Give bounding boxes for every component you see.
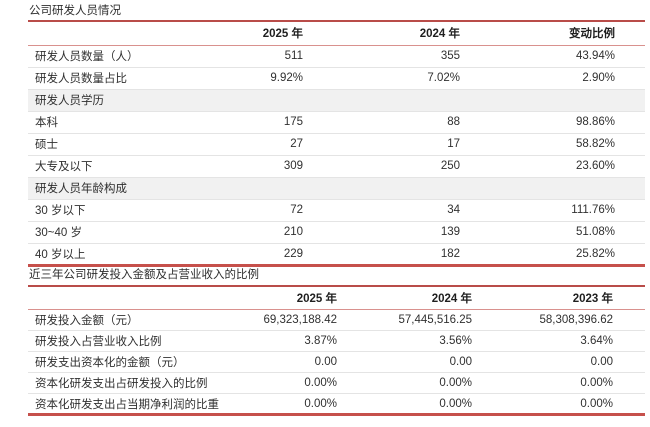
rd-personnel-cell-value: 111.76% bbox=[460, 199, 645, 222]
rd-investment-cell-value: 0.00% bbox=[472, 372, 645, 394]
rd-personnel-header-cell: 变动比例 bbox=[460, 22, 645, 46]
rd-personnel-cell-value: 511 bbox=[233, 45, 303, 68]
rd-personnel-row-label: 大专及以下 bbox=[28, 155, 233, 178]
rd-personnel-data-row: 研发人员数量占比 9.92% 7.02% 2.90% bbox=[28, 67, 645, 90]
rd-investment-cell-value: 3.64% bbox=[472, 330, 645, 352]
rd-personnel-header-cell: 2024 年 bbox=[303, 22, 460, 46]
rd-personnel-cell-value: 309 bbox=[233, 155, 303, 178]
rd-personnel-header-row: 2025 年 2024 年变动比例 bbox=[28, 22, 645, 46]
rd-investment-data-row: 研发投入金额（元） 69,323,188.42 57,445,516.25 58,30… bbox=[28, 309, 645, 331]
rd-personnel-cell-value: 2.90% bbox=[460, 67, 645, 90]
rd-investment-cell-value: 0.00 bbox=[337, 351, 472, 373]
rd-personnel-section-row: 研发人员学历 bbox=[28, 89, 645, 112]
rd-investment-cell-value: 0.00 bbox=[472, 351, 645, 373]
rd-personnel-row-label: 40 岁以上 bbox=[35, 248, 86, 261]
rd-personnel-data-row: 30 岁以下 72 34 111.76% bbox=[28, 199, 645, 222]
rd-personnel-cell-value: 355 bbox=[303, 45, 460, 68]
rd-personnel-cell-value: 250 bbox=[303, 155, 460, 178]
rd-personnel-cell-value: 210 bbox=[233, 221, 303, 244]
rd-investment-title: 近三年公司研发投入金额及占营业收入的比例 bbox=[28, 269, 645, 287]
rd-investment-cell-value: 3.87% bbox=[228, 330, 337, 352]
rd-investment-cell-value: 0.00% bbox=[337, 372, 472, 394]
rd-personnel-header-cell bbox=[28, 22, 233, 46]
rd-personnel-cell-value: 182 bbox=[440, 247, 460, 260]
rd-personnel-row-label: 30~40 岁 bbox=[28, 221, 233, 244]
rd-personnel-table-body: 研发人员数量（人） 511 355 43.94% 研发人员数量占比 9.92% 7.02% 2… bbox=[28, 45, 645, 265]
rd-investment-data-row: 研发支出资本化的金额（元） 0.00 0.00 0.00 bbox=[28, 351, 645, 373]
rd-personnel-row-label: 本科 bbox=[28, 111, 233, 134]
rd-personnel-data-row: 30~40 岁 210 139 51.08% bbox=[28, 221, 645, 244]
rd-investment-cell-value: 57,445,516.25 bbox=[337, 309, 472, 331]
rd-investment-cell-value: 0.00% bbox=[439, 397, 472, 410]
rd-investment-row-label: 研发支出资本化的金额（元） bbox=[28, 351, 228, 373]
rd-investment-row-label: 研发投入金额（元） bbox=[28, 309, 228, 331]
rd-personnel-row-label: 30 岁以下 bbox=[28, 199, 233, 222]
rd-investment-row-label: 资本化研发支出占当期净利润的比重 bbox=[35, 398, 219, 411]
rd-personnel-section-row: 研发人员年龄构成 bbox=[28, 177, 645, 200]
rd-personnel-cell-value: 9.92% bbox=[233, 67, 303, 90]
rd-personnel-cell-value: 23.60% bbox=[460, 155, 645, 178]
rd-investment-table: 2025 年 2024 年 2023 年 研发投入金额（元） 69,323,188.4… bbox=[28, 286, 645, 416]
rd-investment-data-row: 研发投入占营业收入比例 3.87% 3.56% 3.64% bbox=[28, 330, 645, 352]
rd-investment-cell-value: 69,323,188.42 bbox=[228, 309, 337, 331]
rd-personnel-row-label: 研发人员数量（人） bbox=[28, 45, 233, 68]
rd-personnel-cell-value: 72 bbox=[233, 199, 303, 222]
rd-investment-data-row: 资本化研发支出占研发投入的比例 0.00% 0.00% 0.00% bbox=[28, 372, 645, 394]
rd-personnel-cell-value: 27 bbox=[233, 133, 303, 156]
rd-personnel-cell-value: 139 bbox=[303, 221, 460, 244]
rd-investment-header-cell bbox=[28, 286, 228, 310]
rd-investment-cell-value: 0.00% bbox=[304, 397, 337, 410]
rd-investment-table-head: 2025 年 2024 年 2023 年 bbox=[28, 286, 645, 310]
rd-personnel-cell-value: 51.08% bbox=[460, 221, 645, 244]
rd-investment-header-row: 2025 年 2024 年 2023 年 bbox=[28, 286, 645, 310]
rd-investment-data-row: 资本化研发支出占当期净利润的比重 0.00% 0.00% 0.00% bbox=[28, 394, 645, 415]
rd-investment-header-cell: 2023 年 bbox=[472, 286, 645, 310]
rd-personnel-section-label: 研发人员学历 bbox=[28, 89, 645, 112]
rd-personnel-table-head: 2025 年 2024 年变动比例 bbox=[28, 22, 645, 46]
rd-personnel-section-label: 研发人员年龄构成 bbox=[28, 177, 645, 200]
rd-personnel-cell-value: 25.82% bbox=[575, 247, 615, 260]
rd-personnel-data-row: 本科 175 88 98.86% bbox=[28, 111, 645, 134]
rd-investment-header-cell: 2025 年 bbox=[228, 286, 337, 310]
rd-investment-table-body: 研发投入金额（元） 69,323,188.42 57,445,516.25 58,30… bbox=[28, 309, 645, 415]
rd-investment-cell-value: 0.00 bbox=[228, 351, 337, 373]
rd-personnel-cell-value: 7.02% bbox=[303, 67, 460, 90]
rd-personnel-data-row: 40 岁以上 229 182 25.82% bbox=[28, 243, 645, 265]
rd-personnel-data-row: 研发人员数量（人） 511 355 43.94% bbox=[28, 45, 645, 68]
rd-personnel-cell-value: 58.82% bbox=[460, 133, 645, 156]
rd-personnel-table: 2025 年 2024 年变动比例 研发人员数量（人） 511 355 43.94% 研发… bbox=[28, 22, 645, 267]
rd-investment-header-cell: 2024 年 bbox=[337, 286, 472, 310]
rd-personnel-cell-value: 175 bbox=[233, 111, 303, 134]
rd-investment-cell-value: 3.56% bbox=[337, 330, 472, 352]
rd-personnel-header-cell: 2025 年 bbox=[233, 22, 303, 46]
rd-investment-row-label: 资本化研发支出占研发投入的比例 bbox=[28, 372, 228, 394]
rd-investment-cell-value: 0.00% bbox=[228, 372, 337, 394]
rd-personnel-title: 公司研发人员情况 bbox=[28, 5, 645, 22]
rd-personnel-cell-value: 17 bbox=[303, 133, 460, 156]
rd-personnel-data-row: 硕士 27 17 58.82% bbox=[28, 133, 645, 156]
rd-investment-cell-value: 0.00% bbox=[580, 397, 613, 410]
rd-investment-cell-value: 58,308,396.62 bbox=[472, 309, 645, 331]
rd-personnel-cell-value: 98.86% bbox=[460, 111, 645, 134]
rd-personnel-row-label: 硕士 bbox=[28, 133, 233, 156]
rd-personnel-cell-value: 34 bbox=[303, 199, 460, 222]
rd-personnel-cell-value: 229 bbox=[283, 247, 303, 260]
rd-personnel-row-label: 研发人员数量占比 bbox=[28, 67, 233, 90]
rd-personnel-data-row: 大专及以下 309 250 23.60% bbox=[28, 155, 645, 178]
rd-personnel-cell-value: 88 bbox=[303, 111, 460, 134]
financial-report-page: 公司研发人员情况 2025 年 2024 年变动比例 研发人员数量（人） 511 35… bbox=[28, 5, 645, 416]
rd-personnel-cell-value: 43.94% bbox=[460, 45, 645, 68]
rd-investment-row-label: 研发投入占营业收入比例 bbox=[28, 330, 228, 352]
